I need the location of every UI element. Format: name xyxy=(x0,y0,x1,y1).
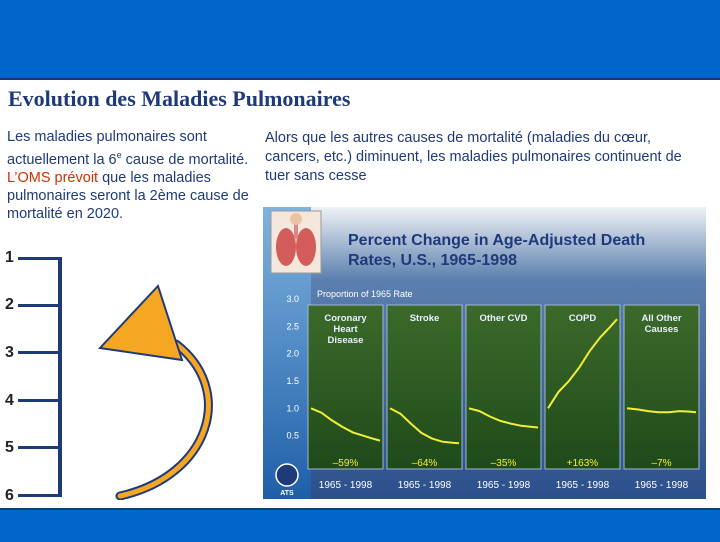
rank-4: 4 xyxy=(5,392,14,409)
footer-bar xyxy=(0,508,720,542)
left-text-part3: que les maladies pulmonaires seront la 2… xyxy=(7,169,249,222)
mortality-chart: ATS Percent Change in Age-Adjusted Death… xyxy=(263,207,706,499)
panel-title: Coronary xyxy=(324,313,367,324)
change-label: –59% xyxy=(333,458,359,469)
change-label: +163% xyxy=(567,458,599,469)
x-range-label: 1965 - 1998 xyxy=(477,480,531,491)
left-text-part1: Les maladies pulmonaires sont actuelleme… xyxy=(7,129,207,168)
panel-title: Causes xyxy=(645,324,679,335)
rank-3: 3 xyxy=(5,344,14,361)
chart-panel: COPD +163% 1965 - 1998 xyxy=(544,304,621,491)
panel-title: Disease xyxy=(328,335,364,346)
rank-line-2 xyxy=(18,304,60,307)
panel-title: Stroke xyxy=(410,313,440,324)
change-label: –64% xyxy=(412,458,438,469)
curved-arrow xyxy=(97,284,213,500)
rank-line-1 xyxy=(18,257,60,260)
chart-svg: ATS Percent Change in Age-Adjusted Death… xyxy=(263,207,706,499)
panel-background xyxy=(386,304,463,470)
rank-1: 1 xyxy=(5,249,14,266)
left-text-part2: cause de mortalité. xyxy=(121,151,249,168)
x-range-label: 1965 - 1998 xyxy=(319,480,373,491)
series-line xyxy=(626,407,697,414)
y-tick-label: 2.0 xyxy=(286,349,299,359)
y-tick-label: 2.5 xyxy=(286,321,299,331)
x-range-label: 1965 - 1998 xyxy=(635,480,689,491)
left-text-highlight: L’OMS prévoit xyxy=(7,169,99,186)
y-tick-label: 0.5 xyxy=(286,431,299,441)
series-line xyxy=(547,318,618,409)
y-axis: 3.0 2.5 2.0 1.5 1.0 0.5 xyxy=(286,294,299,441)
panel-background xyxy=(465,304,542,470)
chart-panel: Stroke –64% 1965 - 1998 xyxy=(386,304,463,491)
series-line xyxy=(468,407,539,429)
panel-title: Heart xyxy=(333,324,358,335)
ats-logo-text: ATS xyxy=(280,490,294,497)
left-paragraph: Les maladies pulmonaires sont actuelleme… xyxy=(7,128,252,223)
chart-title-line1: Percent Change in Age-Adjusted Death xyxy=(348,232,645,249)
rank-line-5 xyxy=(18,446,60,449)
lungs-icon xyxy=(270,210,322,274)
y-tick-label: 1.5 xyxy=(286,376,299,386)
series-line xyxy=(310,407,381,442)
chart-panel: Other CVD –35% 1965 - 1998 xyxy=(465,304,542,491)
series-line xyxy=(389,407,460,445)
ats-logo: ATS xyxy=(275,463,299,497)
panel-background xyxy=(623,304,700,470)
slide-title: Evolution des Maladies Pulmonaires xyxy=(8,86,351,111)
panel-background xyxy=(544,304,621,470)
change-label: –7% xyxy=(651,458,671,469)
rank-5: 5 xyxy=(5,439,14,456)
left-text-superscript: e xyxy=(116,150,122,160)
rank-2: 2 xyxy=(5,296,14,313)
y-axis-label: Proportion of 1965 Rate xyxy=(317,289,413,299)
panel-title: COPD xyxy=(569,313,597,324)
rank-line-6 xyxy=(18,494,60,497)
rank-line-3 xyxy=(18,351,60,354)
panel-background xyxy=(307,304,384,470)
header-divider xyxy=(0,78,720,80)
rank-6: 6 xyxy=(5,487,14,504)
x-range-label: 1965 - 1998 xyxy=(398,480,452,491)
panel-title: All Other xyxy=(641,313,681,324)
header-bar xyxy=(0,0,720,78)
y-tick-label: 3.0 xyxy=(286,294,299,304)
rank-line-4 xyxy=(18,399,60,402)
right-paragraph: Alors que les autres causes de mortalité… xyxy=(265,130,682,184)
y-tick-label: 1.0 xyxy=(286,403,299,413)
x-range-label: 1965 - 1998 xyxy=(556,480,610,491)
panel-title: Other CVD xyxy=(479,313,527,324)
chart-title-line2: Rates, U.S., 1965-1998 xyxy=(348,252,517,269)
change-label: –35% xyxy=(491,458,517,469)
rank-scale-line xyxy=(58,257,62,497)
